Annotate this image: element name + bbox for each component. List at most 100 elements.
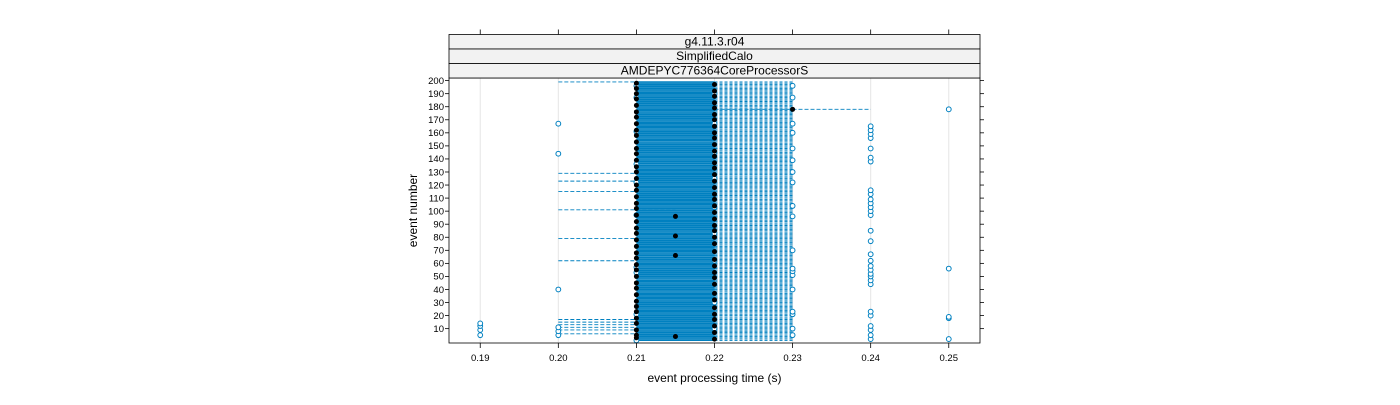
y-tick-label: 130 xyxy=(428,167,444,178)
filled-point xyxy=(633,164,639,170)
filled-point xyxy=(633,176,639,182)
filled-point xyxy=(633,114,639,120)
filled-point xyxy=(633,157,639,163)
open-point xyxy=(789,332,796,339)
filled-point xyxy=(633,194,639,200)
filled-point xyxy=(633,96,639,102)
open-point xyxy=(789,120,796,127)
y-tick-label: 120 xyxy=(428,180,444,191)
x-tick-label: 0.21 xyxy=(627,353,646,364)
axes: 0.19 0.20 0.21 0.22 0.23 0.24 0.25 10 20 30 40 50 60… xyxy=(428,29,984,364)
y-tick-label: 200 xyxy=(428,76,444,87)
y-tick-label: 80 xyxy=(433,233,444,244)
filled-point xyxy=(712,241,717,247)
filled-point xyxy=(633,127,639,133)
filled-point xyxy=(712,178,717,184)
y-tick-label: 190 xyxy=(428,89,444,100)
filled-point xyxy=(712,323,717,329)
open-point xyxy=(867,263,874,269)
filled-point xyxy=(712,297,717,303)
filled-point xyxy=(633,200,639,206)
filled-point xyxy=(633,151,639,157)
filled-point xyxy=(633,121,639,127)
filled-point xyxy=(633,132,639,138)
filled-point xyxy=(712,196,717,202)
filled-point xyxy=(712,123,717,129)
open-point xyxy=(867,196,874,203)
open-point xyxy=(789,325,796,332)
filled-point xyxy=(633,145,639,151)
x-tick-label: 0.19 xyxy=(471,353,490,364)
filled-point xyxy=(712,216,717,222)
open-point xyxy=(789,265,796,272)
filled-point xyxy=(633,285,639,291)
open-point xyxy=(867,187,874,194)
filled-point xyxy=(712,142,717,148)
filled-point xyxy=(712,172,717,178)
filled-point xyxy=(633,80,639,86)
open-point xyxy=(945,106,952,113)
filled-point xyxy=(633,139,639,145)
open-point xyxy=(945,313,952,320)
x-tick-label: 0.22 xyxy=(705,353,724,364)
open-point xyxy=(867,145,874,152)
filled-point xyxy=(712,160,717,166)
filled-point xyxy=(712,112,717,118)
filled-point xyxy=(633,267,639,273)
filled-point xyxy=(712,256,717,262)
filled-point xyxy=(633,250,639,256)
open-point xyxy=(867,227,874,234)
filled-point xyxy=(712,263,717,269)
y-tick-label: 20 xyxy=(433,311,444,322)
filled-point xyxy=(712,281,717,287)
filled-point xyxy=(633,298,639,304)
open-point xyxy=(867,308,874,315)
filled-point xyxy=(633,315,639,321)
filled-point xyxy=(712,228,717,234)
filled-point xyxy=(712,165,717,171)
filled-point xyxy=(633,273,639,279)
y-tick-label: 180 xyxy=(428,102,444,113)
y-tick-label: 30 xyxy=(433,298,444,309)
y-tick-label: 140 xyxy=(428,154,444,165)
open-point xyxy=(555,324,562,331)
strip-headers: g4.11.3.r04SimplifiedCaloAMDEPYC776364Co… xyxy=(448,34,981,79)
filled-point xyxy=(712,135,717,141)
filled-point xyxy=(712,249,717,255)
filled-point xyxy=(633,91,639,97)
filled-point xyxy=(633,320,639,326)
open-point xyxy=(867,332,874,339)
filled-point xyxy=(633,212,639,218)
open-point xyxy=(477,332,484,339)
filled-point xyxy=(672,333,678,339)
x-tick-label: 0.20 xyxy=(549,353,568,364)
filled-point xyxy=(633,237,639,243)
filled-point xyxy=(712,290,717,296)
filled-point xyxy=(712,317,717,323)
filled-point xyxy=(633,303,639,309)
open-point xyxy=(789,169,796,175)
filled-point xyxy=(712,130,717,136)
strip-label: SimplifiedCalo xyxy=(676,49,753,63)
filled-point xyxy=(633,182,639,188)
filled-point xyxy=(712,93,717,99)
open-point xyxy=(789,308,796,315)
filled-point xyxy=(633,243,639,249)
filled-point xyxy=(633,309,639,315)
open-point xyxy=(789,179,796,186)
range-bands xyxy=(636,81,793,342)
filled-point xyxy=(712,336,717,342)
y-tick-label: 10 xyxy=(433,324,444,335)
y-tick-label: 70 xyxy=(433,246,444,257)
open-point xyxy=(945,265,952,272)
x-axis-title: event processing time (s) xyxy=(647,371,781,385)
filled-point xyxy=(633,187,639,193)
filled-point xyxy=(712,275,717,281)
filled-point xyxy=(712,148,717,154)
y-tick-label: 50 xyxy=(433,272,444,283)
filled-point xyxy=(633,255,639,261)
filled-point xyxy=(633,280,639,286)
filled-point xyxy=(712,88,717,94)
filled-point xyxy=(712,203,717,209)
